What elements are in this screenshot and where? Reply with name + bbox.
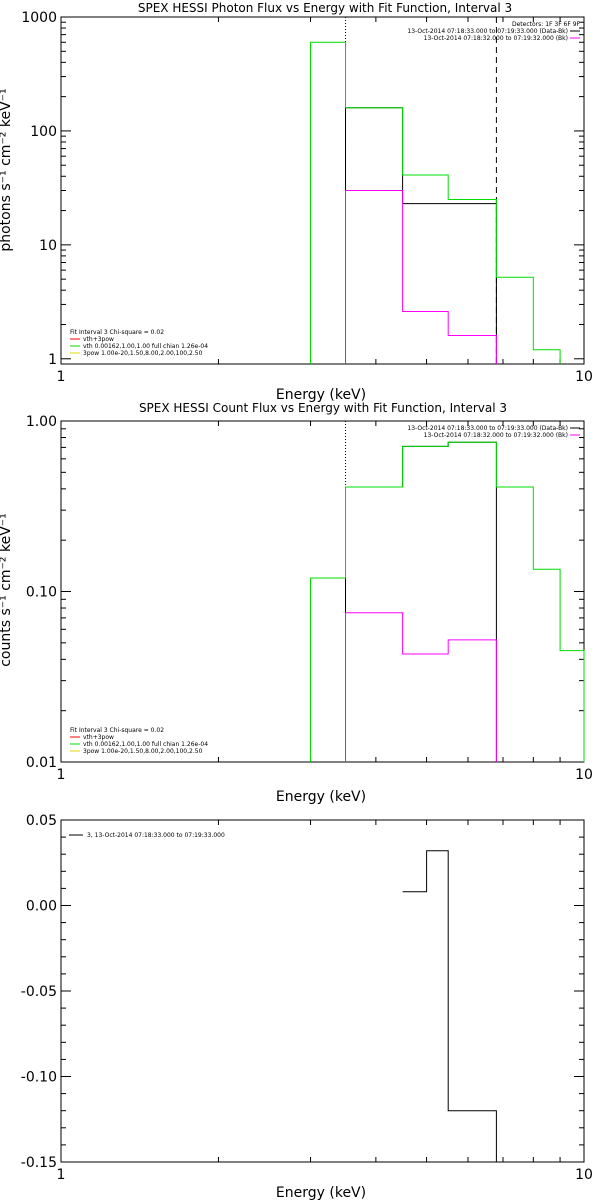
count-series-2-line	[345, 612, 497, 762]
photon-legend-top-entry: 13-Oct-2014 07:18:32.000 to 07:19:32.000…	[424, 35, 568, 42]
photon-y-tick-label: 100	[30, 124, 57, 140]
residual-y-tick-label: -0.10	[21, 1070, 57, 1086]
count-legend-top-entry: 13-Oct-2014 07:18:33.000 to 07:19:33.000…	[407, 425, 568, 432]
count-flux-panel: SPEX HESSI Count Flux vs Energy with Fit…	[0, 401, 593, 805]
photon-x-tick-label: 10	[575, 369, 593, 385]
count-y-axis-title: counts s⁻¹ cm⁻² keV⁻¹	[0, 513, 14, 667]
photon-legend-top-entry: 13-Oct-2014 07:18:33.000 to 07:19:33.000…	[407, 28, 568, 35]
photon-y-tick-label: 1000	[21, 10, 57, 26]
photon-x-axis-title: Energy (keV)	[276, 387, 366, 403]
count-legend-bottom-entry: vth+3pow	[83, 734, 114, 741]
residual-x-tick-label: 1	[57, 1167, 66, 1183]
photon-legend-bottom-entry: vth+3pow	[83, 336, 114, 343]
photon-y-tick-label: 1	[48, 352, 57, 368]
photon-legend-bottom-entry: 3pow 1.00e-20,1.50,8.00,2.00,100,2.50	[83, 350, 203, 357]
count-series-1-line	[310, 441, 585, 762]
count-legend-bottom-entry: vth 0.00162,1.00,1.00 full chian 1.26e-0…	[83, 741, 208, 748]
residual-y-tick-label: -0.05	[21, 984, 57, 1000]
count-chart-title: SPEX HESSI Count Flux vs Energy with Fit…	[139, 401, 507, 415]
residual-legend-entry: 3, 13-Oct-2014 07:18:33.000 to 07:19:33.…	[87, 832, 225, 839]
count-x-tick-label: 10	[575, 767, 593, 783]
photon-legend-top-entry: Detectors: 1F 3F 6F 9F	[512, 21, 581, 28]
count-x-tick-label: 1	[57, 767, 66, 783]
count-legend-top-entry: 13-Oct-2014 07:18:32.000 to 07:19:32.000…	[424, 432, 568, 439]
residual-y-tick-label: 0.00	[26, 899, 57, 915]
photon-legend-bottom-entry: Fit Interval 3 Chi-square = 0.02	[70, 329, 164, 336]
residual-series-0-line	[402, 850, 497, 1162]
residual-y-tick-label: -0.15	[21, 1155, 57, 1171]
residual-plot-area: 1 10 0.05 0.00 -0.05 -0.10 -0.15 3, 13-Oct-2014…	[21, 813, 593, 1183]
count-y-tick-label: 1.00	[26, 414, 57, 430]
residual-x-tick-label: 10	[575, 1167, 593, 1183]
residual-y-tick-label: 0.05	[26, 813, 57, 829]
residual-x-axis-title: Energy (keV)	[276, 1185, 366, 1200]
photon-flux-panel: SPEX HESSI Photon Flux vs Energy with Fi…	[0, 1, 593, 403]
photon-x-tick-label: 1	[57, 369, 66, 385]
photon-series-1-line	[310, 41, 561, 364]
count-x-axis-title: Energy (keV)	[276, 789, 366, 805]
photon-chart-title: SPEX HESSI Photon Flux vs Energy with Fi…	[138, 1, 512, 15]
count-y-tick-label: 0.10	[26, 585, 57, 601]
count-legend-bottom-entry: Fit Interval 3 Chi-square = 0.02	[70, 727, 164, 734]
photon-series-2-line	[345, 190, 497, 364]
photon-y-axis-title: photons s⁻¹ cm⁻² keV⁻¹	[0, 88, 14, 251]
photon-y-tick-label: 10	[39, 238, 57, 254]
count-plot-area: 1 10 0.01 0.10 1.00 13-Oct-2014 07:18:33.000 …	[26, 414, 593, 783]
photon-legend-bottom-entry: vth 0.00162,1.00,1.00 full chian 1.26e-0…	[83, 343, 208, 350]
residual-panel: 1 10 0.05 0.00 -0.05 -0.10 -0.15 3, 13-Oct-2014…	[21, 813, 593, 1200]
count-legend-bottom-entry: 3pow 1.00e-20,1.50,8.00,2.00,100,2.50	[83, 748, 203, 755]
count-y-tick-label: 0.01	[26, 755, 57, 771]
